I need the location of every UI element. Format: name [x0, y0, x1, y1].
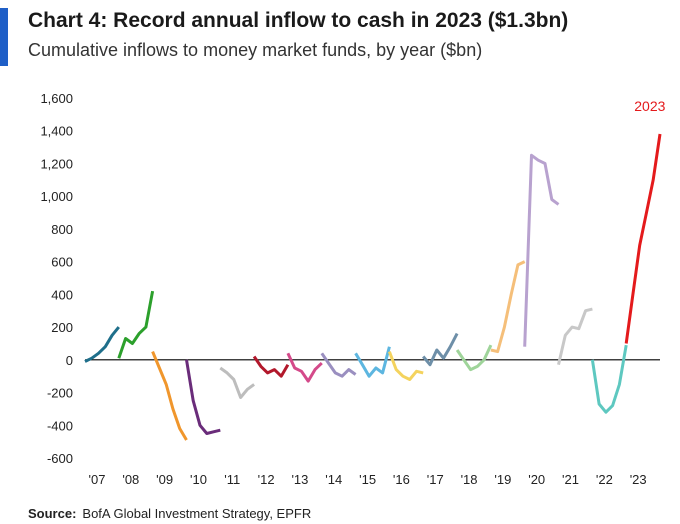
series-line [219, 366, 255, 399]
y-axis-ticks: -600 -400 -200 0 200 400 600 800 1,000 1,200 1,400… [40, 91, 73, 466]
series-line [84, 326, 120, 363]
x-tick-label: '18 [461, 472, 478, 487]
series-line [185, 359, 221, 435]
y-tick-label: 1,200 [40, 156, 73, 171]
series-line [557, 307, 593, 366]
x-tick-label: '11 [224, 472, 240, 487]
series-line [252, 355, 290, 378]
series-line [320, 352, 357, 378]
x-tick-label: '08 [122, 472, 139, 487]
x-tick-label: '20 [528, 472, 545, 487]
y-tick-label: 400 [51, 287, 73, 302]
x-tick-label: '21 [562, 472, 579, 487]
y-tick-label: 1,600 [40, 91, 73, 106]
y-tick-label: 1,000 [40, 189, 73, 204]
x-tick-label: '16 [393, 472, 410, 487]
series-line [455, 344, 493, 372]
annotation-2023: 2023 [634, 98, 665, 114]
series-lines [84, 133, 662, 441]
series-line [523, 153, 560, 347]
series-line [490, 260, 526, 354]
x-tick-label: '14 [325, 472, 342, 487]
y-tick-label: -400 [47, 418, 73, 433]
chart-title: Chart 4: Record annual inflow to cash in… [28, 9, 569, 32]
series-line [422, 332, 459, 367]
y-tick-label: 200 [51, 320, 73, 335]
series-line [354, 346, 391, 378]
x-tick-label: '07 [89, 472, 106, 487]
x-tick-label: '17 [427, 472, 444, 487]
x-axis-ticks: '07 '08 '09 '10 '11 '12 '13 '14 '15 '16 '17 '18 '19 '… [89, 472, 647, 487]
y-tick-label: 1,400 [40, 124, 73, 139]
x-tick-label: '10 [190, 472, 207, 487]
source-label: Source: [28, 506, 77, 521]
source-note: Source: BofA Global Investment Strategy, … [28, 506, 311, 521]
title-accent-bar [0, 8, 8, 66]
x-tick-label: '15 [359, 472, 376, 487]
series-line [387, 351, 424, 381]
x-tick-label: '22 [596, 472, 613, 487]
series-line [624, 133, 662, 344]
x-tick-label: '13 [291, 472, 308, 487]
y-tick-label: 0 [66, 353, 73, 368]
chart-subtitle: Cumulative inflows to money market funds… [28, 40, 483, 60]
series-line [590, 344, 628, 414]
line-chart: -600 -400 -200 0 200 400 600 800 1,000 1,200 1,400… [40, 91, 665, 487]
series-line [286, 352, 323, 383]
y-tick-label: -600 [47, 451, 73, 466]
y-tick-label: 600 [51, 255, 73, 270]
x-tick-label: '23 [630, 472, 647, 487]
source-text: BofA Global Investment Strategy, EPFR [82, 506, 312, 521]
y-tick-label: 800 [51, 222, 73, 237]
x-tick-label: '12 [258, 472, 275, 487]
y-tick-label: -200 [47, 386, 73, 401]
series-line [151, 351, 188, 441]
series-line [117, 290, 155, 359]
x-tick-label: '09 [156, 472, 173, 487]
x-tick-label: '19 [494, 472, 511, 487]
